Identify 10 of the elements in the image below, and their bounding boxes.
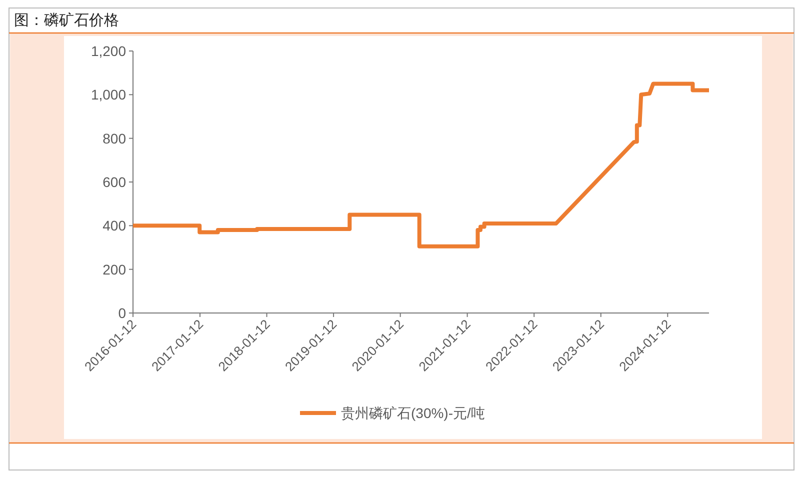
y-tick-label: 0 — [118, 305, 126, 321]
y-tick-label: 600 — [102, 174, 126, 190]
chart-title: 图：磷矿石价格 — [14, 11, 119, 29]
y-tick-label: 1,200 — [90, 43, 126, 59]
y-tick-label: 400 — [102, 218, 126, 234]
y-tick-label: 1,000 — [90, 86, 126, 103]
y-tick-label: 800 — [102, 130, 126, 146]
y-tick-label: 200 — [102, 261, 126, 278]
line-series — [131, 82, 711, 248]
legend-label: 贵州磷矿石(30%)-元/吨 — [341, 405, 485, 421]
